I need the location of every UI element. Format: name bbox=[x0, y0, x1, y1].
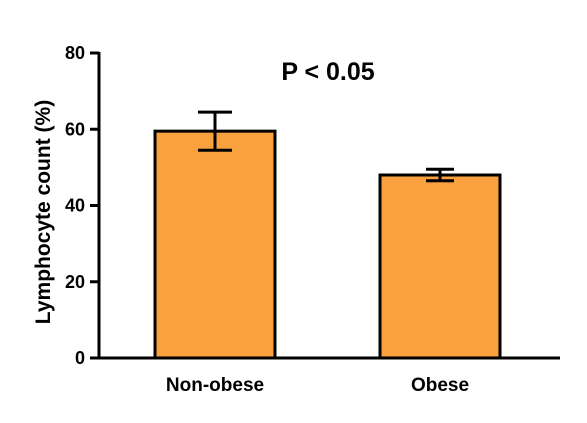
bar-obese bbox=[378, 173, 502, 360]
y-axis-ticks: 0 20 40 60 80 bbox=[65, 43, 99, 368]
y-tick-label: 0 bbox=[75, 348, 85, 368]
bars bbox=[153, 110, 502, 360]
y-tick-label: 40 bbox=[65, 196, 85, 216]
y-axis-title: Lymphocyte count (%) bbox=[32, 100, 55, 324]
x-category-label: Non-obese bbox=[166, 375, 264, 396]
significance-annotation: P < 0.05 bbox=[281, 58, 374, 86]
y-tick-label: 80 bbox=[65, 43, 85, 63]
bar-non-obese bbox=[153, 129, 277, 360]
y-tick-label: 60 bbox=[65, 119, 85, 139]
x-category-label: Obese bbox=[411, 375, 469, 396]
y-tick-label: 20 bbox=[65, 272, 85, 292]
x-axis-categories: Non-obese Obese bbox=[166, 375, 469, 396]
